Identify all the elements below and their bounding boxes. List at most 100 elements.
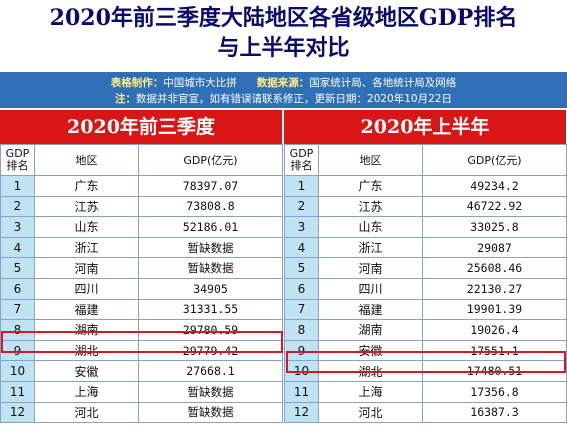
gdp-cell: 52186.01	[138, 216, 283, 238]
gdp-cell: 22130.27	[422, 277, 567, 300]
q3-table: GDP 排名 地区 GDP(亿元) 1 广东 78397.07 2 江苏 73808.8 3 山…	[0, 144, 283, 424]
gdp-cell: 25608.46	[422, 257, 567, 279]
gdp-cell: 17356.8	[422, 380, 567, 403]
table-row: 8 湖南 29780.59	[0, 319, 283, 341]
region-cell: 广东	[34, 175, 139, 197]
rank-cell: 12	[284, 401, 319, 424]
region-cell: 江苏	[318, 195, 423, 218]
table-header-row: GDP 排名 地区 GDP(亿元)	[0, 144, 283, 176]
table-row: 1 广东 49234.2	[284, 175, 567, 197]
h1-table-body: 1 广东 49234.2 2 江苏 46722.92 3 山东 33025.8 4 浙江 29087 5…	[284, 175, 567, 424]
title-line-1: 2020年前三季度大陆地区各省级地区GDP排名	[49, 5, 518, 31]
gdp-cell: 16387.3	[422, 401, 567, 424]
info-line-2: 注：数据并非官宣，如有错误请联系修正，更新日期：2020年10月22日	[0, 91, 567, 106]
gdp-cell: 33025.8	[422, 216, 567, 238]
rank-cell: 4	[284, 236, 319, 259]
region-cell: 湖南	[318, 319, 423, 341]
rank-cell: 12	[0, 401, 35, 424]
table-row: 1 广东 78397.07	[0, 175, 283, 197]
rank-cell: 5	[0, 257, 35, 279]
rank-cell: 2	[0, 195, 35, 218]
rank-cell: 6	[0, 277, 35, 300]
rank-cell: 5	[284, 257, 319, 279]
table-row: 2 江苏 46722.92	[284, 195, 567, 218]
region-cell: 浙江	[34, 236, 139, 259]
col-rank-header: GDP 排名	[0, 144, 35, 176]
col-gdp-header: GDP(亿元)	[138, 144, 283, 176]
table-row: 10 安徽 27668.1	[0, 360, 283, 382]
table-row: 7 福建 19901.39	[284, 298, 567, 321]
region-cell: 浙江	[318, 236, 423, 259]
title-block: 2020年前三季度大陆地区各省级地区GDP排名 与上半年对比	[0, 0, 567, 70]
gdp-cell: 19901.39	[422, 298, 567, 321]
region-cell: 河南	[34, 257, 139, 279]
gdp-cell: 49234.2	[422, 175, 567, 197]
region-cell: 上海	[34, 380, 139, 403]
title-line-2: 与上半年对比	[217, 35, 350, 61]
gdp-cell: 暂缺数据	[138, 257, 283, 279]
rank-cell: 3	[0, 216, 35, 238]
table-row: 12 河北 16387.3	[284, 401, 567, 424]
note-value: 数据并非官宣，如有错误请联系修正，更新日期：2020年10月22日	[136, 93, 452, 105]
table-row: 12 河北 暂缺数据	[0, 401, 283, 424]
source-value: 国家统计局、各地统计局及网络	[309, 77, 457, 89]
region-cell: 湖南	[34, 319, 139, 341]
rank-cell: 1	[0, 175, 35, 197]
gdp-cell: 34905	[138, 277, 283, 300]
table-row: 6 四川 34905	[0, 277, 283, 300]
rank-cell: 8	[284, 319, 319, 341]
gdp-cell: 暂缺数据	[138, 401, 283, 424]
rank-cell: 10	[0, 360, 35, 382]
table-row: 4 浙江 暂缺数据	[0, 236, 283, 259]
panel-h1: 2020年上半年 GDP 排名 地区 GDP(亿元) 1 广东 49234.2 2 江苏 4…	[284, 110, 567, 424]
highlight-hubei-q3	[1, 331, 283, 353]
col-gdp-header: GDP(亿元)	[422, 144, 567, 176]
table-row: 5 河南 25608.46	[284, 257, 567, 279]
maker-value: 中国城市大比拼	[163, 77, 237, 89]
table-row: 5 河南 暂缺数据	[0, 257, 283, 279]
source-label: 数据来源：	[256, 77, 310, 89]
region-cell: 河北	[318, 401, 423, 424]
maker-label: 表格制作：	[110, 77, 164, 89]
table-row: 3 山东 33025.8	[284, 216, 567, 238]
region-cell: 江苏	[34, 195, 139, 218]
rank-cell: 2	[284, 195, 319, 218]
region-cell: 福建	[318, 298, 423, 321]
highlight-hubei-h1	[286, 351, 566, 373]
region-cell: 安徽	[34, 360, 139, 382]
col-rank-label-1: GDP	[5, 147, 30, 160]
table-row: 4 浙江 29087	[284, 236, 567, 259]
gdp-cell: 暂缺数据	[138, 236, 283, 259]
table-row: 8 湖南 19026.4	[284, 319, 567, 341]
gdp-cell: 暂缺数据	[138, 380, 283, 403]
col-rank-label-1: GDP	[289, 147, 314, 160]
table-row: 3 山东 52186.01	[0, 216, 283, 238]
rank-cell: 1	[284, 175, 319, 197]
region-cell: 广东	[318, 175, 423, 197]
table-header-row: GDP 排名 地区 GDP(亿元)	[284, 144, 567, 176]
gdp-cell: 17551.1	[422, 339, 567, 362]
region-cell: 福建	[34, 298, 139, 321]
region-cell: 河南	[318, 257, 423, 279]
table-row: 6 四川 22130.27	[284, 277, 567, 300]
rank-cell: 7	[0, 298, 35, 321]
rank-cell: 6	[284, 277, 319, 300]
gdp-cell: 29087	[422, 236, 567, 259]
info-banner: 表格制作：中国城市大比拼 数据来源：国家统计局、各地统计局及网络 注：数据并非官…	[0, 72, 567, 108]
region-cell: 河北	[34, 401, 139, 424]
panel-h1-header: 2020年上半年	[284, 110, 566, 144]
rank-cell: 3	[284, 216, 319, 238]
gdp-cell: 73808.8	[138, 195, 283, 218]
rank-cell: 9	[284, 339, 319, 362]
region-cell: 上海	[318, 380, 423, 403]
region-cell: 山东	[34, 216, 139, 238]
gdp-cell: 19026.4	[422, 319, 567, 341]
panel-q3-header: 2020年前三季度	[0, 110, 282, 144]
col-region-header: 地区	[34, 144, 139, 176]
rank-cell: 11	[0, 380, 35, 403]
table-row: 2 江苏 73808.8	[0, 195, 283, 218]
rank-cell: 8	[0, 319, 35, 341]
table-row: 11 上海 17356.8	[284, 380, 567, 403]
gdp-cell: 27668.1	[138, 360, 283, 382]
